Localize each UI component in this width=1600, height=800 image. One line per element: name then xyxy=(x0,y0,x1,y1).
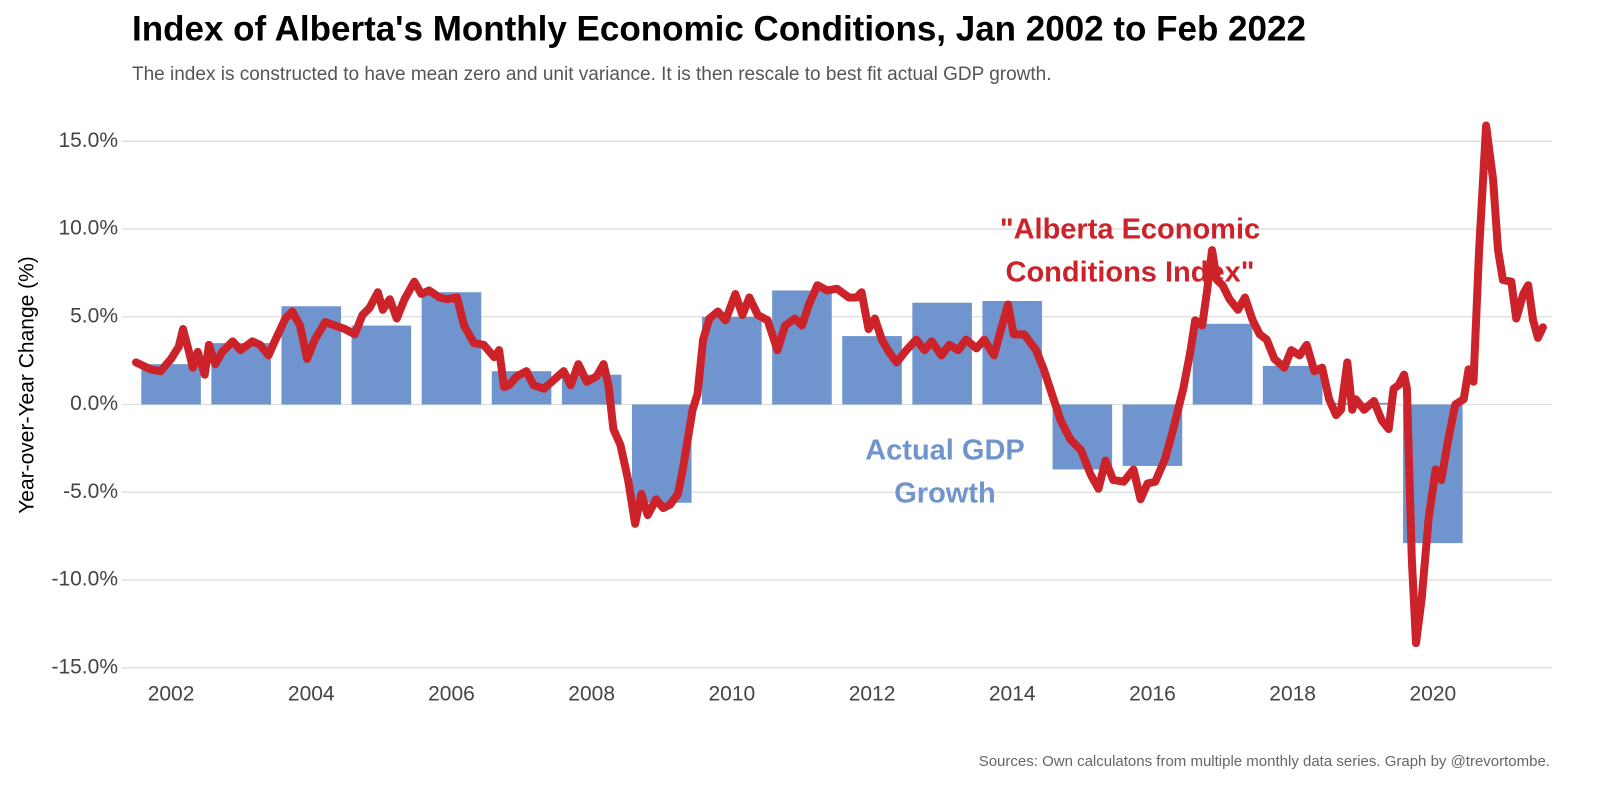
x-tick-label: 2012 xyxy=(849,683,896,706)
annotation: Actual GDP xyxy=(865,435,1025,467)
plot xyxy=(132,121,1547,648)
index-line xyxy=(132,121,1547,648)
y-tick-label: 5.0% xyxy=(70,304,118,327)
bar xyxy=(842,336,902,405)
chart-subtitle: The index is constructed to have mean ze… xyxy=(132,64,1052,85)
chart-title: Index of Alberta's Monthly Economic Cond… xyxy=(132,9,1306,48)
y-tick-label: 10.0% xyxy=(58,217,118,240)
x-tick-label: 2008 xyxy=(568,683,615,706)
x-tick-label: 2014 xyxy=(989,683,1036,706)
bar xyxy=(421,292,482,405)
y-tick-label: 0.0% xyxy=(70,392,118,415)
annotation: Conditions Index" xyxy=(1006,257,1255,289)
annotation: Growth xyxy=(894,478,996,510)
y-tick-label: 15.0% xyxy=(58,129,118,152)
bar xyxy=(702,316,762,405)
x-tick-label: 2020 xyxy=(1409,683,1456,706)
caption: Sources: Own calculatons from multiple m… xyxy=(979,753,1550,770)
x-tick-label: 2010 xyxy=(708,683,755,706)
y-axis-title: Year-over-Year Change (%) xyxy=(16,256,39,514)
x-tick-label: 2006 xyxy=(428,683,475,706)
x-tick-label: 2016 xyxy=(1129,683,1176,706)
bar xyxy=(351,325,412,405)
y-tick-label: -10.0% xyxy=(51,568,118,591)
y-tick-label: -15.0% xyxy=(51,655,118,678)
x-tick-label: 2018 xyxy=(1269,683,1316,706)
x-tick-label: 2002 xyxy=(148,683,195,706)
x-tick-label: 2004 xyxy=(288,683,335,706)
bar xyxy=(1192,323,1253,405)
y-tick-label: -5.0% xyxy=(63,480,118,503)
annotation: "Alberta Economic xyxy=(1000,214,1260,246)
